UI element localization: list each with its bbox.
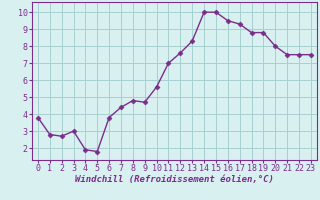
- X-axis label: Windchill (Refroidissement éolien,°C): Windchill (Refroidissement éolien,°C): [75, 175, 274, 184]
